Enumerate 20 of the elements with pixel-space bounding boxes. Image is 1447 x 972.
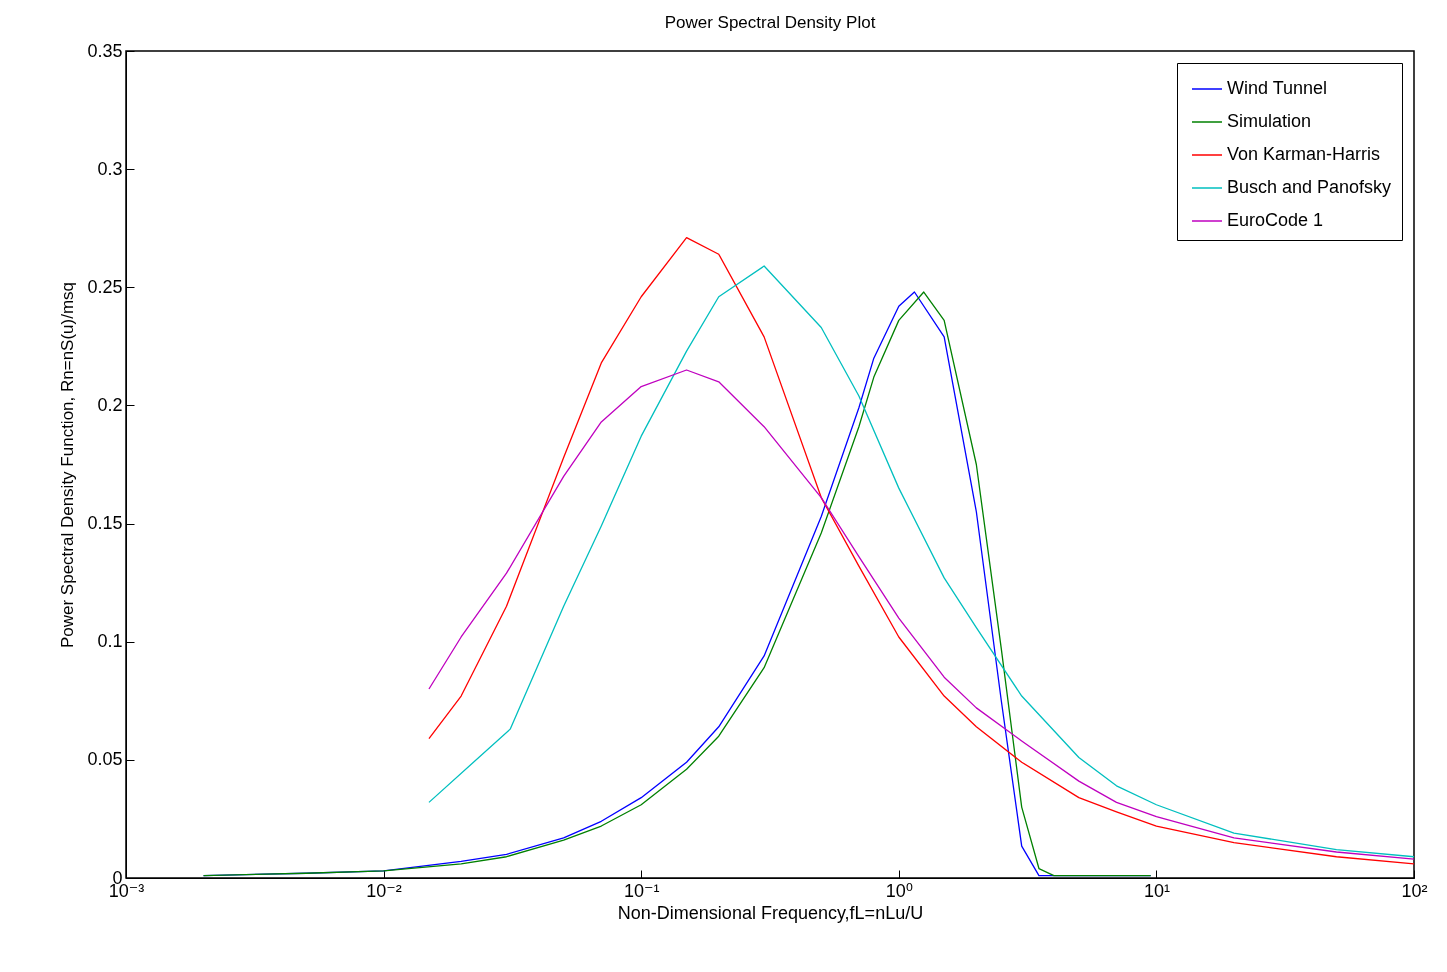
x-tick-label: 10²	[1401, 880, 1428, 901]
y-tick-label: 0.05	[87, 749, 123, 770]
y-axis-title: Power Spectral Density Function, Rn=nS(u)/msq	[58, 281, 78, 649]
legend-label: Simulation	[1227, 111, 1312, 131]
x-tick-label: 10⁰	[885, 880, 913, 901]
y-tick-label: 0.15	[87, 513, 123, 534]
y-tick-label: 0.1	[97, 631, 123, 652]
y-tick-label: 0.35	[87, 40, 123, 61]
x-tick-label: 10⁻²	[366, 880, 402, 901]
legend-label: Busch and Panofsky	[1227, 177, 1392, 197]
y-tick-label: 0.2	[97, 394, 123, 415]
chart-title: Power Spectral Density Plot	[664, 13, 876, 32]
y-tick-label: 0.25	[87, 276, 123, 297]
x-tick-label: 10¹	[1143, 880, 1170, 901]
y-tick-label: 0.3	[97, 158, 123, 179]
x-tick-label: 10⁻¹	[623, 880, 660, 901]
x-axis-title: Non-Dimensional Frequency,fL=nLu/U	[617, 902, 924, 923]
legend-label: Wind Tunnel	[1227, 78, 1328, 98]
legend-label: Von Karman-Harris	[1227, 144, 1381, 164]
legend-label: EuroCode 1	[1227, 210, 1324, 230]
